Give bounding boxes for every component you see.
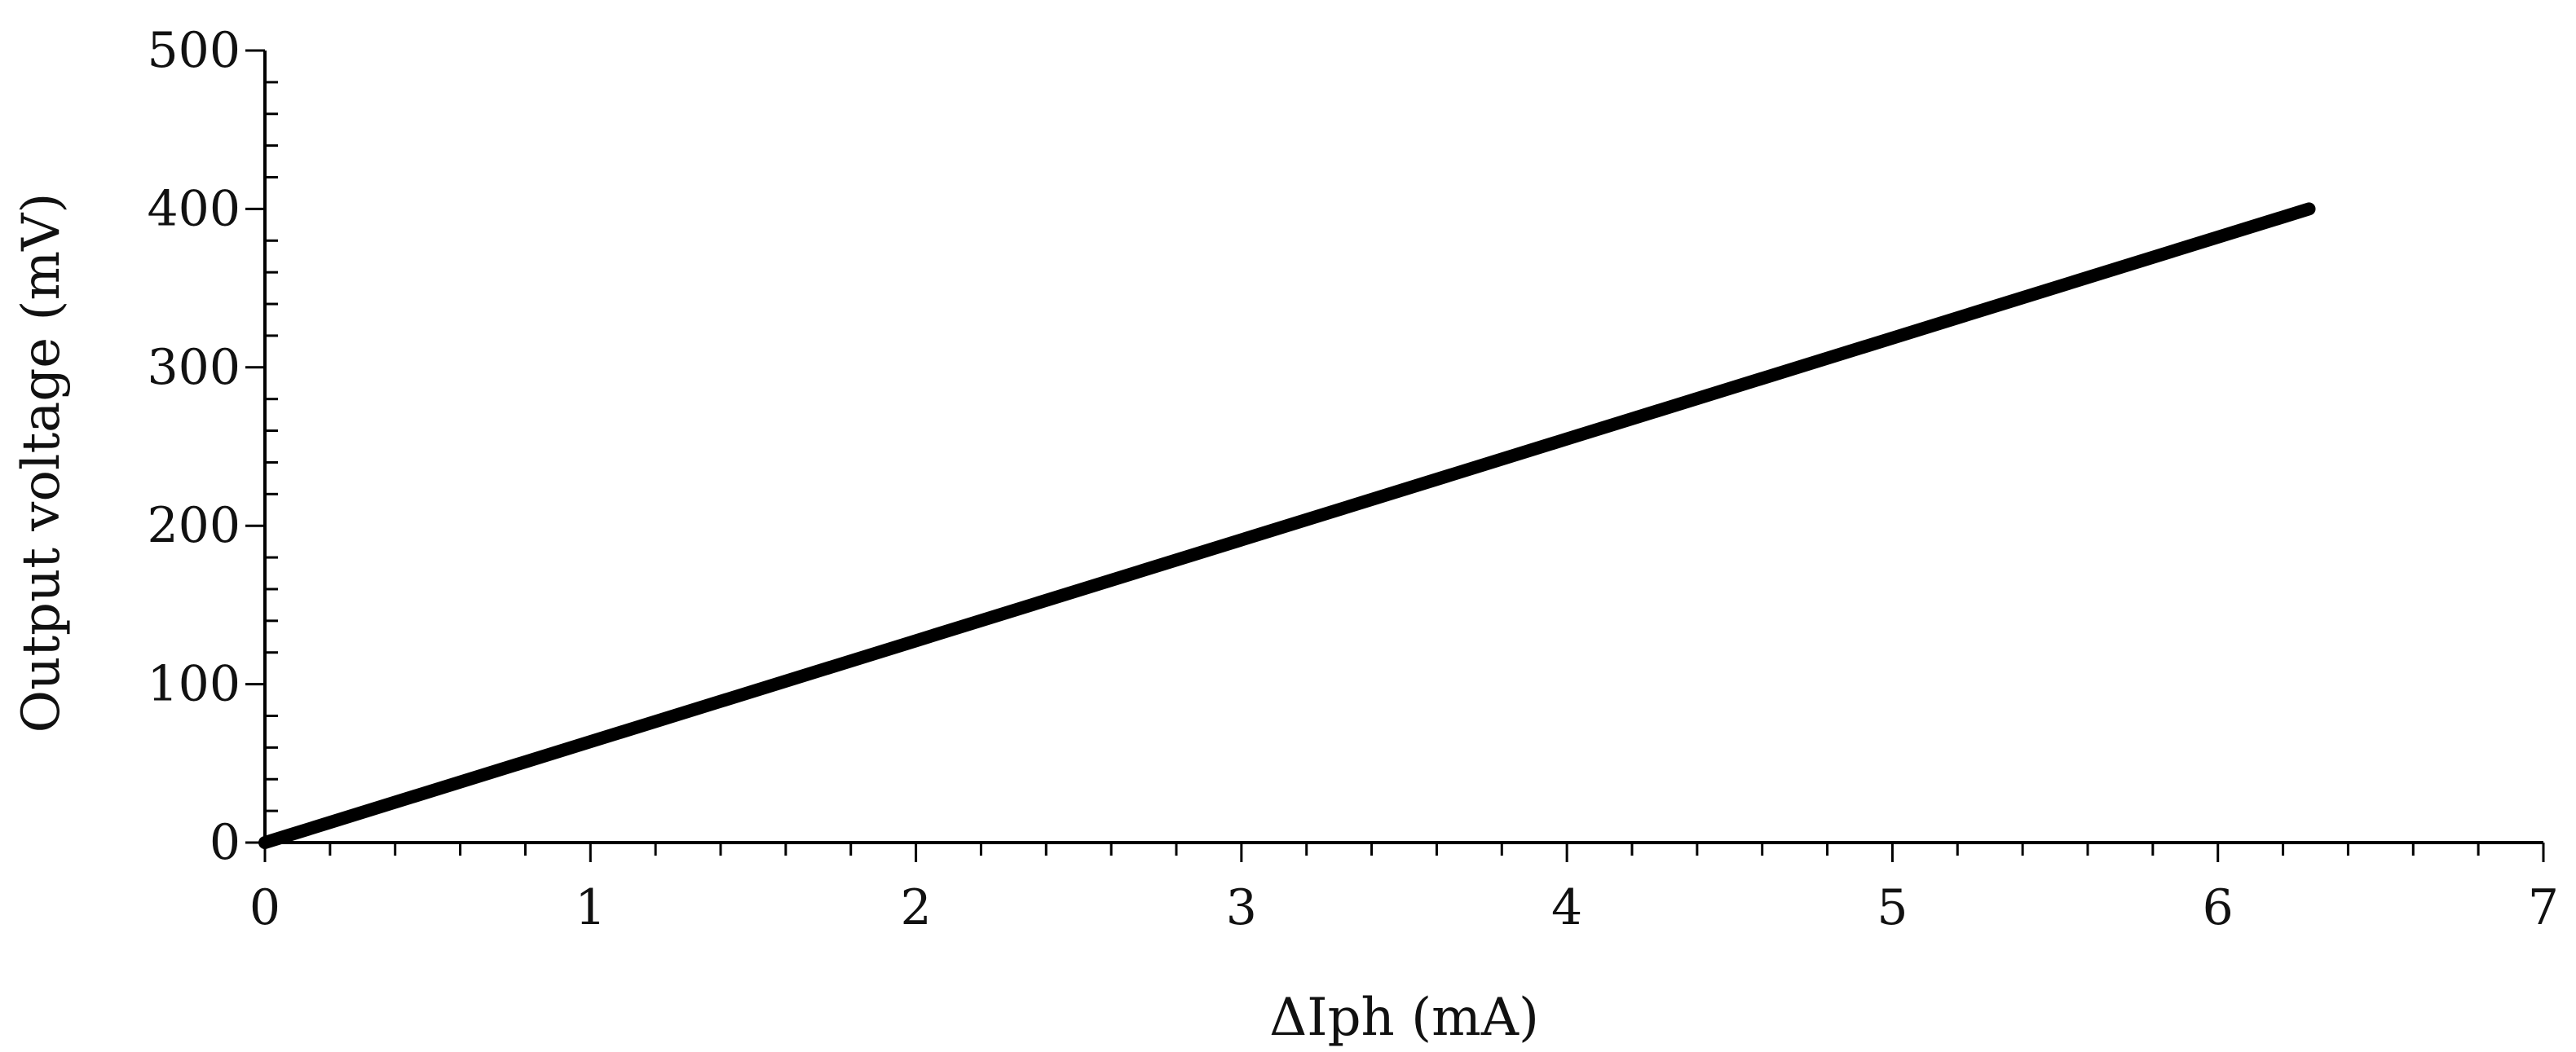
x-tick-label: 3: [1226, 879, 1257, 936]
series-group: [258, 202, 2316, 849]
series-line: [258, 202, 2316, 849]
x-tick-label: 4: [1551, 879, 1582, 936]
x-tick-label: 1: [575, 879, 606, 936]
tick-labels: 0 1 2 3 4 5 6 7 0 100 200 300 400 500: [147, 22, 2559, 936]
y-tick-label: 200: [147, 497, 240, 554]
y-tick-label: 0: [210, 814, 240, 871]
y-axis-title: Output voltage (mV): [11, 193, 72, 733]
y-tick-label: 300: [147, 339, 240, 396]
y-tick-label: 500: [147, 22, 240, 79]
x-tick-label: 5: [1877, 879, 1908, 936]
x-tick-label: 6: [2203, 879, 2234, 936]
x-tick-label: 2: [900, 879, 931, 936]
x-axis-title: ΔIph (mA): [1269, 988, 1539, 1048]
x-tick-label: 0: [249, 879, 280, 936]
axes: [263, 51, 2543, 844]
x-tick-label: 7: [2528, 879, 2559, 936]
y-tick-label: 100: [147, 656, 240, 713]
y-tick-label: 400: [147, 180, 240, 237]
